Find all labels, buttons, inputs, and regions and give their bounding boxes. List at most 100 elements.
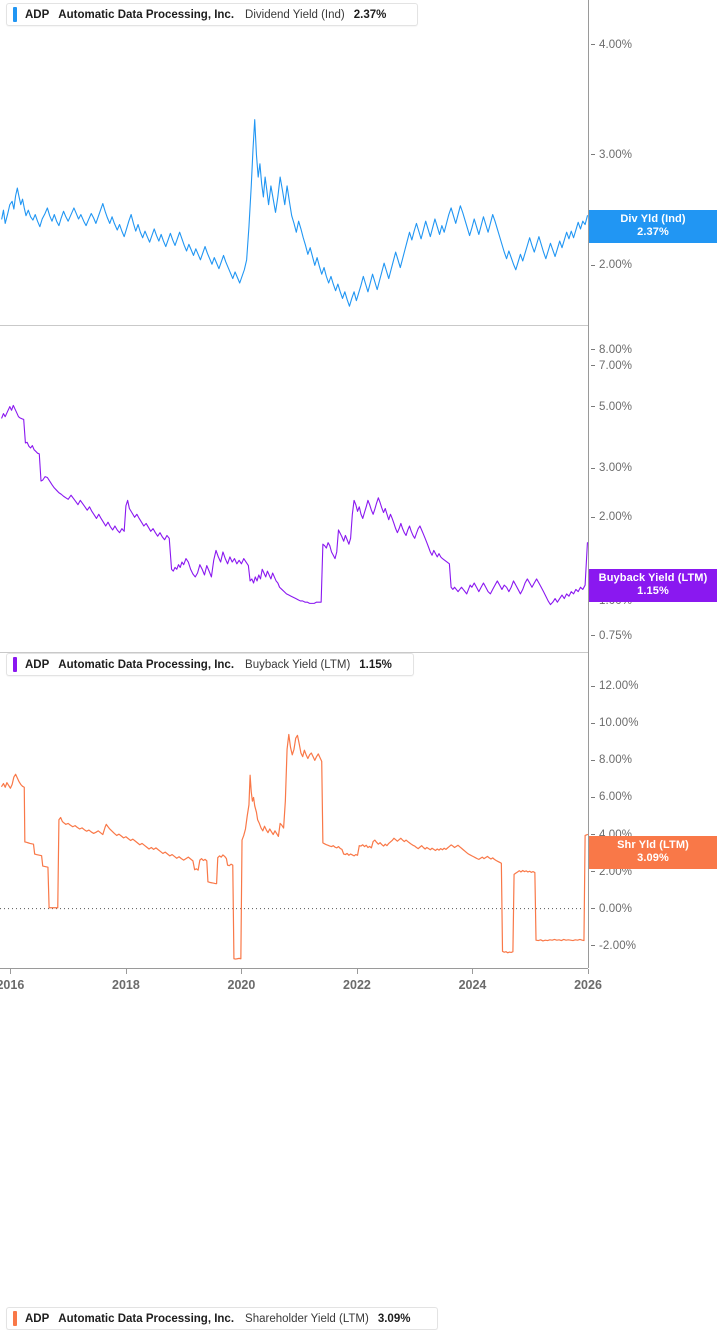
series-line-shareholder-yield xyxy=(0,733,588,960)
y-tick-label: 4.00% xyxy=(591,38,632,52)
x-tick-mark xyxy=(472,969,474,974)
panel-separator-2 xyxy=(0,652,588,653)
y-tick-mark xyxy=(591,635,595,637)
y-tick-text: 8.00% xyxy=(599,754,633,767)
y-tick-text: 6.00% xyxy=(599,791,633,804)
y-tick-label: 2.00% xyxy=(591,510,632,524)
y-tick-text: 3.00% xyxy=(599,462,633,475)
y-tick-text: -2.00% xyxy=(599,939,637,952)
y-tick-mark xyxy=(591,349,595,351)
y-tick-text: 5.00% xyxy=(599,400,633,413)
legend-color-swatch xyxy=(13,1311,17,1326)
y-tick-mark xyxy=(591,406,595,408)
y-tick-label: 5.00% xyxy=(591,400,632,414)
plot-area-shareholder-yield[interactable] xyxy=(0,652,588,1005)
y-tick-mark xyxy=(591,516,595,518)
y-tick-mark xyxy=(591,365,595,367)
legend-metric: Dividend Yield (Ind) xyxy=(245,8,345,21)
y-tick-mark xyxy=(591,945,595,947)
legend-value: 2.37% xyxy=(353,8,387,21)
legend-company: Automatic Data Processing, Inc. xyxy=(58,658,235,671)
legend-shareholder-yield[interactable]: ADP Automatic Data Processing, Inc. Shar… xyxy=(6,1307,438,1330)
y-tick-text: 8.00% xyxy=(599,343,633,356)
legend-ticker: ADP xyxy=(25,1312,50,1325)
y-tick-label: 8.00% xyxy=(591,753,632,767)
series-line-buyback-yield xyxy=(1,404,588,606)
x-tick-label: 2016 xyxy=(0,978,25,992)
price-tag-label: Div Yld (Ind) xyxy=(620,212,686,225)
x-tick-mark xyxy=(125,969,127,974)
x-tick-mark xyxy=(356,969,358,974)
panel-separator-1 xyxy=(0,325,588,326)
y-tick-text: 7.00% xyxy=(599,359,633,372)
data-line xyxy=(1,119,588,307)
y-tick-mark xyxy=(591,467,595,469)
y-tick-mark xyxy=(591,908,595,910)
x-tick-mark xyxy=(588,969,589,974)
y-tick-label: 0.00% xyxy=(591,902,632,916)
series-line-dividend-yield xyxy=(1,119,588,307)
panel-shareholder-yield[interactable]: 12.00% 10.00% 8.00% 6.00% 4.00% 2.00% 0.00% -2.… xyxy=(0,652,717,1330)
x-tick-mark xyxy=(10,969,12,974)
y-axis-spine-buyback-yield xyxy=(588,325,589,652)
y-tick-label: 3.00% xyxy=(591,461,632,475)
y-tick-text: 2.00% xyxy=(599,511,633,524)
price-tag-label: Shr Yld (LTM) xyxy=(617,839,689,852)
y-tick-mark xyxy=(591,759,595,761)
legend-metric: Buyback Yield (LTM) xyxy=(245,658,351,671)
y-axis-spine-dividend-yield xyxy=(588,0,589,325)
y-tick-label: -2.00% xyxy=(591,939,636,953)
y-tick-mark xyxy=(591,871,595,873)
y-tick-text: 3.00% xyxy=(599,148,633,161)
y-tick-mark xyxy=(591,796,595,798)
y-tick-label: 12.00% xyxy=(591,679,639,693)
y-tick-mark xyxy=(591,685,595,687)
x-tick-label: 2024 xyxy=(458,978,487,992)
x-axis: 2016 2018 2020 2022 2024 2026 xyxy=(0,968,602,1005)
y-tick-text: 12.00% xyxy=(599,680,639,693)
legend-buyback-yield[interactable]: ADP Automatic Data Processing, Inc. Buyb… xyxy=(6,653,414,676)
panel-dividend-yield[interactable]: 4.00% 3.00% 2.00% Div Yld (Ind) 2.37% ADP … xyxy=(0,0,717,325)
plot-area-buyback-yield[interactable] xyxy=(0,325,588,652)
legend-value: 3.09% xyxy=(377,1312,411,1325)
legend-color-swatch xyxy=(13,657,17,672)
price-tag-value: 1.15% xyxy=(637,585,669,598)
y-tick-mark xyxy=(591,154,595,156)
price-tag-value: 3.09% xyxy=(637,852,669,865)
legend-dividend-yield[interactable]: ADP Automatic Data Processing, Inc. Divi… xyxy=(6,3,418,26)
plot-area-dividend-yield[interactable] xyxy=(0,0,588,325)
y-tick-label: 2.00% xyxy=(591,258,632,272)
legend-metric: Shareholder Yield (LTM) xyxy=(245,1312,369,1325)
price-tag-shareholder-yield[interactable]: Shr Yld (LTM) 3.09% xyxy=(589,836,717,870)
y-tick-text: 2.00% xyxy=(599,259,633,272)
legend-company: Automatic Data Processing, Inc. xyxy=(58,8,235,21)
y-tick-label: 6.00% xyxy=(591,790,632,804)
legend-ticker: ADP xyxy=(25,8,50,21)
price-tag-dividend-yield[interactable]: Div Yld (Ind) 2.37% xyxy=(589,209,717,243)
price-tag-value: 2.37% xyxy=(637,225,669,238)
x-tick-label: 2022 xyxy=(343,978,371,992)
x-tick-label: 2018 xyxy=(112,978,140,992)
legend-value: 1.15% xyxy=(359,658,392,671)
y-tick-text: 4.00% xyxy=(599,38,633,51)
y-tick-label: 7.00% xyxy=(591,359,632,373)
y-tick-text: 0.75% xyxy=(599,629,633,642)
data-line xyxy=(1,404,588,606)
y-axis-spine-shareholder-yield xyxy=(588,652,589,968)
y-tick-mark xyxy=(591,834,595,835)
x-axis-line xyxy=(0,968,588,969)
x-tick-label: 2020 xyxy=(227,978,256,992)
y-tick-label: 8.00% xyxy=(591,343,632,357)
y-tick-mark xyxy=(591,722,595,724)
legend-company: Automatic Data Processing, Inc. xyxy=(58,1312,235,1325)
y-tick-text: 10.00% xyxy=(599,717,639,730)
y-tick-text: 0.00% xyxy=(599,902,633,915)
legend-ticker: ADP xyxy=(25,658,50,671)
data-line xyxy=(1,733,588,960)
price-tag-buyback-yield[interactable]: Buyback Yield (LTM) 1.15% xyxy=(589,569,717,603)
legend-color-swatch xyxy=(13,7,17,22)
y-tick-label: 3.00% xyxy=(591,148,632,162)
panel-buyback-yield[interactable]: 8.00%7.00%5.00%3.00%2.00%1.00%0.75% Buyb… xyxy=(0,325,717,676)
price-tag-label: Buyback Yield (LTM) xyxy=(598,572,708,585)
